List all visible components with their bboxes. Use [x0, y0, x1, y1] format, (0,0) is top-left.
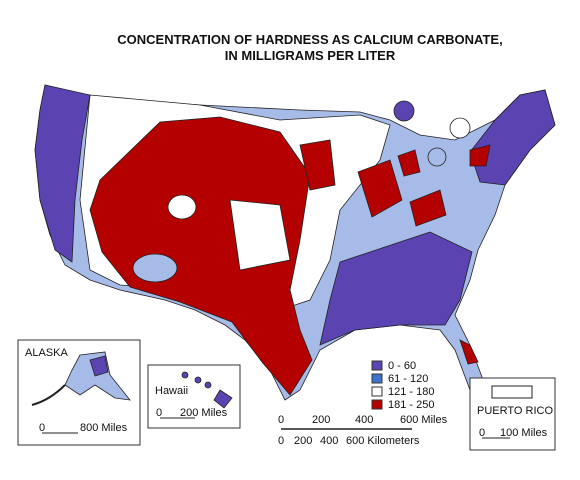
region [409, 189, 447, 227]
scale-bar: 0 200 400 600 Miles 0 200 400 600 Kilome… [278, 414, 448, 447]
region [469, 144, 491, 167]
island [491, 385, 533, 399]
region [319, 231, 473, 346]
region [89, 116, 313, 396]
region [459, 339, 479, 365]
title-line: IN MILLIGRAMS PER LITER [225, 48, 396, 63]
scale-label: 0 [278, 414, 284, 426]
region [167, 194, 197, 220]
island [213, 389, 233, 409]
scale-label: 200 [312, 414, 330, 426]
legend-label: 121 - 180 [388, 386, 434, 398]
scale-label: 0 [156, 407, 162, 419]
region [34, 84, 91, 263]
region [299, 139, 336, 191]
legend-swatch [371, 399, 383, 410]
lake [427, 147, 447, 167]
legend-swatch [371, 386, 383, 397]
legend-swatch [371, 373, 383, 384]
region [397, 149, 421, 177]
legend-label: 0 - 60 [388, 360, 416, 372]
us-map [34, 84, 556, 401]
legend-swatch [371, 360, 383, 371]
title-line: CONCENTRATION OF HARDNESS AS CALCIUM CAR… [117, 32, 502, 47]
lake [449, 117, 471, 139]
inset-label: Hawaii [155, 385, 188, 397]
alaska-inset: ALASKA 0 800 Miles [17, 339, 141, 446]
scale-label: 400 [355, 414, 373, 426]
scale-label: 0 [479, 427, 485, 439]
scale-label: 600 Miles [400, 414, 448, 426]
island [194, 376, 202, 384]
puerto-rico-inset: PUERTO RICO 0 100 Miles [469, 377, 556, 451]
scale-label: 400 [320, 435, 338, 447]
island [181, 371, 189, 379]
inset-label: PUERTO RICO [477, 405, 553, 417]
inset-label: ALASKA [25, 347, 68, 359]
scale-label: 800 Miles [80, 422, 128, 434]
scale-label: 200 Miles [180, 407, 228, 419]
region [229, 199, 291, 271]
scale-label: 600 Kilometers [346, 435, 420, 447]
hawaii-inset: Hawaii 0 200 Miles [147, 364, 241, 429]
scale-label: 0 [278, 435, 284, 447]
island [204, 381, 212, 389]
alaska-peninsula [31, 384, 66, 406]
scale-label: 200 [294, 435, 312, 447]
region [469, 89, 556, 186]
lake [393, 100, 415, 122]
scale-label: 100 Miles [500, 427, 548, 439]
legend-label: 181 - 250 [388, 399, 434, 411]
region [89, 355, 109, 377]
region [132, 253, 178, 283]
region [357, 159, 403, 218]
scale-label: 0 [39, 422, 45, 434]
alaska-shape [64, 351, 131, 401]
legend-label: 61 - 120 [388, 373, 428, 385]
